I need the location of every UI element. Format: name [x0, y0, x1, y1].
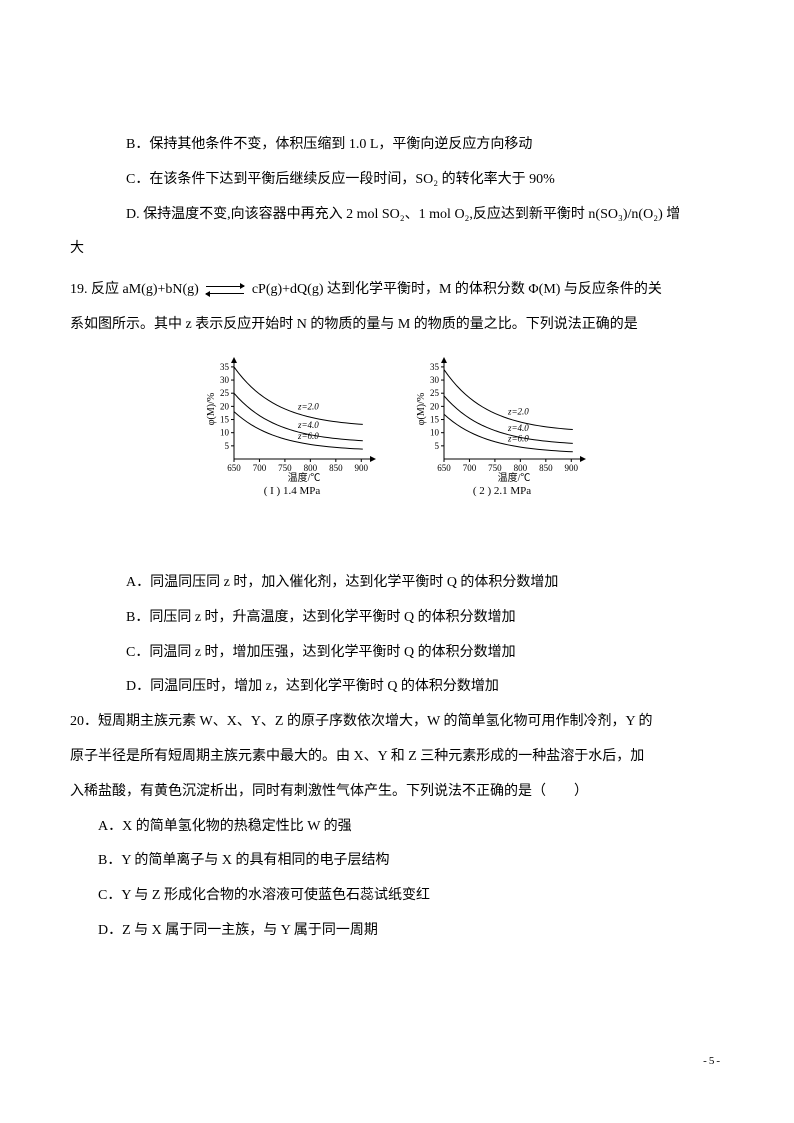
- svg-text:800: 800: [514, 463, 528, 473]
- svg-text:850: 850: [539, 463, 553, 473]
- q20-option-b: B．Y 的简单离子与 X 的具有相同的电子层结构: [70, 846, 724, 877]
- svg-text:z=4.0: z=4.0: [297, 420, 319, 430]
- page-number: -5-: [701, 1049, 722, 1073]
- svg-text:30: 30: [220, 375, 230, 385]
- q19-option-d: D．同温同压时，增加 z，达到化学平衡时 Q 的体积分数增加: [70, 672, 724, 703]
- q20-option-a: A．X 的简单氢化物的热稳定性比 W 的强: [70, 812, 724, 843]
- svg-text:25: 25: [430, 388, 440, 398]
- svg-text:z=2.0: z=2.0: [297, 402, 319, 412]
- svg-text:25: 25: [220, 388, 230, 398]
- svg-text:700: 700: [463, 463, 477, 473]
- svg-text:15: 15: [430, 414, 440, 424]
- q19-stem-line2: 系如图所示。其中 z 表示反应开始时 N 的物质的量与 M 的物质的量之比。下列…: [70, 310, 724, 341]
- q19-option-c: C．同温同 z 时，增加压强，达到化学平衡时 Q 的体积分数增加: [70, 638, 724, 669]
- q20-stem-line1: 20．短周期主族元素 W、X、Y、Z 的原子序数依次增大，W 的简单氢化物可用作…: [70, 707, 724, 738]
- svg-text:35: 35: [430, 362, 440, 372]
- svg-text:800: 800: [304, 463, 318, 473]
- svg-text:5: 5: [435, 441, 440, 451]
- svg-text:z=6.0: z=6.0: [297, 431, 319, 441]
- svg-text:30: 30: [430, 375, 440, 385]
- svg-text:20: 20: [430, 401, 440, 411]
- q19-option-b: B．同压同 z 时，升高温度，达到化学平衡时 Q 的体积分数增加: [70, 603, 724, 634]
- svg-text:温度/℃: 温度/℃: [288, 471, 321, 483]
- svg-text:10: 10: [430, 427, 440, 437]
- q19-stem-b: cP(g)+dQ(g) 达到化学平衡时，M 的体积分数 Φ(M) 与反应条件的关: [252, 282, 662, 297]
- q20-stem-line3: 入稀盐酸，有黄色沉淀析出，同时有刺激性气体产生。下列说法不正确的是（ ）: [70, 777, 724, 808]
- svg-text:750: 750: [278, 463, 292, 473]
- svg-text:650: 650: [227, 463, 241, 473]
- q19-option-a: A．同温同压同 z 时，加入催化剂，达到化学平衡时 Q 的体积分数增加: [70, 568, 724, 599]
- svg-text:650: 650: [437, 463, 451, 473]
- svg-text:900: 900: [565, 463, 579, 473]
- svg-text:z=4.0: z=4.0: [507, 423, 529, 433]
- q19-stem-a: 19. 反应 aM(g)+bN(g): [70, 282, 199, 297]
- svg-text:温度/℃: 温度/℃: [498, 471, 531, 483]
- svg-text:750: 750: [488, 463, 502, 473]
- q18-option-d-cont: 大: [70, 234, 724, 265]
- q19-chart2-caption: ( 2 ) 2.1 MPa: [412, 485, 592, 498]
- q19-stem-line1: 19. 反应 aM(g)+bN(g) cP(g)+dQ(g) 达到化学平衡时，M…: [70, 275, 724, 306]
- svg-text:20: 20: [220, 401, 230, 411]
- q18-option-c: C．在该条件下达到平衡后继续反应一段时间，SO₂ 的转化率大于 90%: [70, 165, 724, 196]
- q20-stem-line2: 原子半径是所有短周期主族元素中最大的。由 X、Y 和 Z 三种元素形成的一种盐溶…: [70, 742, 724, 773]
- svg-text:10: 10: [220, 427, 230, 437]
- equilibrium-arrow-icon: [206, 284, 244, 296]
- q19-chart1-caption: ( I ) 1.4 MPa: [202, 485, 382, 498]
- q18-option-d: D. 保持温度不变,向该容器中再充入 2 mol SO₂、1 mol O₂,反应…: [70, 200, 724, 231]
- svg-text:z=2.0: z=2.0: [507, 406, 529, 416]
- q19-chart-2: 5 10 15 20 25 30 35 650 700 750 800 850 900 φ(M)/% 温度/…: [412, 353, 592, 498]
- svg-text:700: 700: [253, 463, 267, 473]
- svg-text:35: 35: [220, 362, 230, 372]
- svg-text:900: 900: [355, 463, 369, 473]
- svg-text:φ(M)/%: φ(M)/%: [206, 393, 217, 425]
- svg-text:5: 5: [225, 441, 230, 451]
- q18-option-b: B．保持其他条件不变，体积压缩到 1.0 L，平衡向逆反应方向移动: [70, 130, 724, 161]
- svg-text:φ(M)/%: φ(M)/%: [416, 393, 427, 425]
- svg-text:15: 15: [220, 414, 230, 424]
- q20-option-d: D．Z 与 X 属于同一主族，与 Y 属于同一周期: [70, 916, 724, 947]
- q19-charts: 5 10 15 20 25 30 35 650 700 750 800 850 900 φ(M)/% 温度/…: [70, 353, 724, 498]
- q19-chart-1: 5 10 15 20 25 30 35 650 700 750 800 850 900 φ(M)/% 温度/…: [202, 353, 382, 498]
- q20-option-c: C．Y 与 Z 形成化合物的水溶液可使蓝色石蕊试纸变红: [70, 881, 724, 912]
- svg-text:850: 850: [329, 463, 343, 473]
- svg-text:z=6.0: z=6.0: [507, 433, 529, 443]
